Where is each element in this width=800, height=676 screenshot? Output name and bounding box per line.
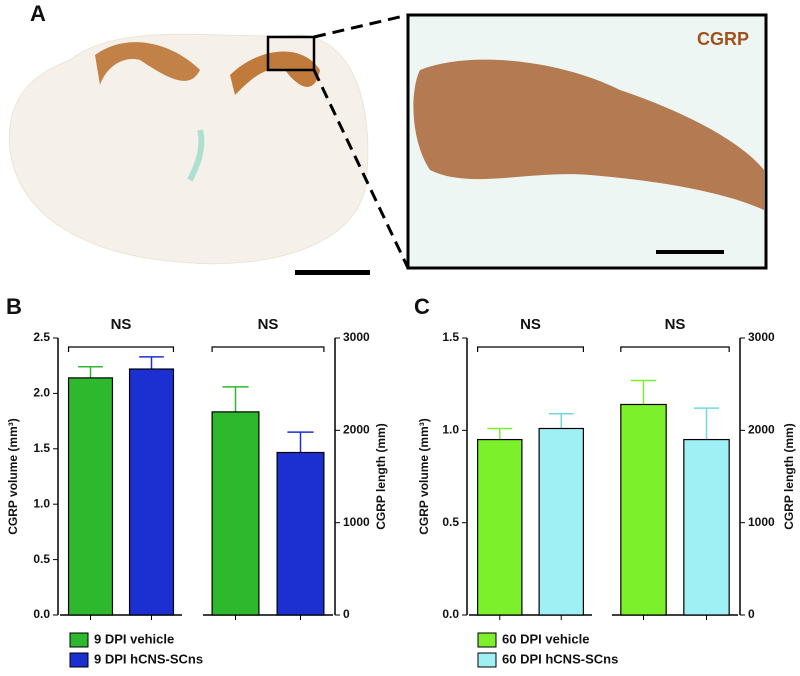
- y-tick-label: 1.5: [33, 441, 50, 455]
- y-axis-label: CGRP volume (mm³): [417, 418, 431, 534]
- bar: [477, 438, 523, 616]
- y2-tick-label: 3000: [343, 330, 370, 344]
- bar: [620, 403, 667, 616]
- y2-axis-label: CGRP length (mm): [374, 423, 388, 529]
- legend-label: 9 DPI hCNS-SCns: [94, 651, 203, 666]
- y-tick-label: 0.0: [33, 607, 50, 621]
- annotation: NS: [665, 316, 686, 333]
- y-tick-label: 0.5: [442, 515, 459, 529]
- bar: [276, 451, 325, 616]
- legend-label: 9 DPI vehicle: [94, 631, 174, 646]
- panel-label: C: [414, 294, 430, 319]
- legend-label: 60 DPI vehicle: [502, 631, 589, 646]
- y-tick-label: 2.5: [33, 330, 50, 344]
- bracket: [67, 346, 175, 352]
- y2-tick-label: 2000: [343, 423, 370, 437]
- y2-tick-label: 1000: [748, 515, 775, 529]
- legend-swatch: [477, 652, 497, 668]
- y2-tick-label: 3000: [748, 330, 775, 344]
- y-tick-label: 1.0: [442, 423, 459, 437]
- bar: [211, 411, 260, 616]
- y-axis-label: CGRP volume (mm³): [6, 418, 20, 534]
- y2-tick-label: 0: [343, 607, 350, 621]
- bar: [683, 438, 730, 616]
- y-tick-label: 0.0: [442, 607, 459, 621]
- y2-tick-label: 1000: [343, 515, 370, 529]
- legend-swatch: [69, 652, 89, 668]
- annotation: NS: [258, 316, 279, 333]
- bracket: [211, 346, 325, 352]
- y-tick-label: 1.0: [33, 496, 50, 510]
- stain-label: CGRP: [697, 29, 749, 49]
- legend-swatch: [477, 632, 497, 648]
- y-tick-label: 1.5: [442, 330, 459, 344]
- bar: [128, 368, 175, 616]
- annotation: NS: [520, 316, 541, 333]
- bracket: [477, 346, 584, 352]
- legend-swatch: [69, 632, 89, 648]
- bar: [538, 427, 584, 616]
- micrograph: A CGRP: [8, 1, 768, 275]
- annotation: NS: [111, 316, 132, 333]
- y-tick-label: 0.5: [33, 552, 50, 566]
- legend-label: 60 DPI hCNS-SCns: [502, 651, 618, 666]
- bracket: [620, 346, 730, 352]
- y-tick-label: 2.0: [33, 386, 50, 400]
- bar: [67, 377, 114, 616]
- y2-axis-label: CGRP length (mm): [782, 423, 796, 529]
- panel-label: B: [6, 294, 22, 319]
- y2-tick-label: 0: [748, 607, 755, 621]
- y2-tick-label: 2000: [748, 423, 775, 437]
- panel-label: A: [30, 1, 46, 26]
